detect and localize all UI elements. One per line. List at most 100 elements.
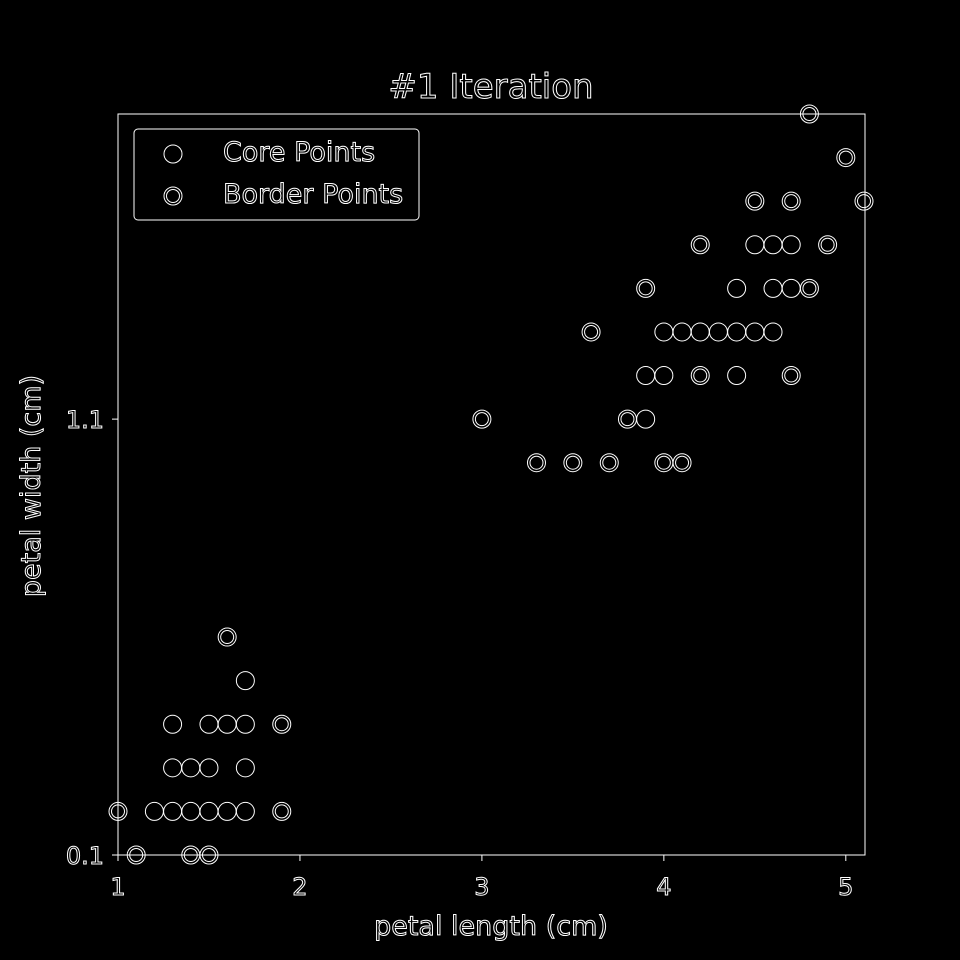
x-tick-label: 1 xyxy=(110,873,125,901)
point-outer-ring xyxy=(636,366,656,386)
legend-core-label: Core Points xyxy=(223,137,375,168)
border-point xyxy=(781,366,801,386)
border-point xyxy=(126,845,146,865)
x-tick-label: 5 xyxy=(838,873,853,901)
point-outer-ring xyxy=(727,278,747,298)
core-point xyxy=(199,758,219,778)
point-outer-ring xyxy=(672,453,692,473)
point-outer-ring xyxy=(144,801,164,821)
border-point xyxy=(818,235,838,255)
core-point xyxy=(672,322,692,342)
y-axis-label: petal width (cm) xyxy=(16,375,47,597)
point-outer-ring xyxy=(745,191,765,211)
core-point xyxy=(654,366,674,386)
core-point xyxy=(181,801,201,821)
core-point xyxy=(235,758,255,778)
point-inner-ring xyxy=(802,281,817,296)
border-point xyxy=(854,191,874,211)
x-axis-label: petal length (cm) xyxy=(374,911,608,942)
legend-border-marker-outer xyxy=(163,186,183,206)
point-outer-ring xyxy=(690,235,710,255)
point-outer-ring xyxy=(636,409,656,429)
core-point xyxy=(217,801,237,821)
point-outer-ring xyxy=(199,801,219,821)
point-outer-ring xyxy=(781,235,801,255)
core-point xyxy=(727,366,747,386)
point-outer-ring xyxy=(163,758,183,778)
core-point xyxy=(163,714,183,734)
core-point xyxy=(708,322,728,342)
core-point xyxy=(163,758,183,778)
border-point xyxy=(272,801,292,821)
legend: Core Points Border Points xyxy=(133,128,420,221)
core-point xyxy=(763,235,783,255)
border-point xyxy=(799,278,819,298)
point-inner-ring xyxy=(802,107,817,121)
point-outer-ring xyxy=(745,235,765,255)
border-point xyxy=(108,801,128,821)
point-outer-ring xyxy=(781,366,801,386)
border-point xyxy=(836,148,856,168)
point-outer-ring xyxy=(581,322,601,342)
point-outer-ring xyxy=(272,714,292,734)
point-outer-ring xyxy=(708,322,728,342)
point-outer-ring xyxy=(181,758,201,778)
point-outer-ring xyxy=(599,453,619,473)
core-point xyxy=(763,278,783,298)
point-outer-ring xyxy=(799,278,819,298)
core-point xyxy=(181,758,201,778)
point-inner-ring xyxy=(656,455,671,470)
core-point xyxy=(199,714,219,734)
core-point xyxy=(199,801,219,821)
core-point xyxy=(781,235,801,255)
legend-border-marker-inner xyxy=(166,189,180,203)
point-inner-ring xyxy=(183,848,198,862)
point-outer-ring xyxy=(727,366,747,386)
point-inner-ring xyxy=(693,237,708,252)
x-tick-label: 4 xyxy=(656,873,671,901)
core-point xyxy=(163,801,183,821)
core-point xyxy=(144,801,164,821)
y-tick-label: 1.1 xyxy=(66,406,104,434)
point-inner-ring xyxy=(638,281,653,296)
point-inner-ring xyxy=(857,194,871,209)
data-points xyxy=(108,104,874,865)
point-outer-ring xyxy=(763,322,783,342)
point-outer-ring xyxy=(690,366,710,386)
border-point xyxy=(799,104,819,124)
core-point xyxy=(636,409,656,429)
point-outer-ring xyxy=(654,366,674,386)
point-outer-ring xyxy=(654,322,674,342)
point-outer-ring xyxy=(181,801,201,821)
point-outer-ring xyxy=(672,322,692,342)
point-outer-ring xyxy=(272,801,292,821)
point-inner-ring xyxy=(675,455,690,470)
point-inner-ring xyxy=(620,412,635,427)
point-inner-ring xyxy=(584,324,599,339)
core-point xyxy=(727,278,747,298)
point-outer-ring xyxy=(235,801,255,821)
point-outer-ring xyxy=(472,409,492,429)
x-tick-label: 3 xyxy=(474,873,489,901)
point-inner-ring xyxy=(820,237,835,252)
point-inner-ring xyxy=(274,804,289,819)
core-point xyxy=(235,671,255,691)
core-point xyxy=(690,322,710,342)
border-point xyxy=(199,845,219,865)
core-point xyxy=(654,322,674,342)
core-point xyxy=(636,366,656,386)
border-point xyxy=(745,191,765,211)
point-outer-ring xyxy=(781,191,801,211)
core-point xyxy=(235,801,255,821)
core-point xyxy=(727,322,747,342)
border-point xyxy=(581,322,601,342)
point-outer-ring xyxy=(108,801,128,821)
border-point xyxy=(599,453,619,473)
x-tick-label: 2 xyxy=(292,873,307,901)
point-outer-ring xyxy=(799,104,819,124)
point-inner-ring xyxy=(129,848,144,862)
border-point xyxy=(272,714,292,734)
core-point xyxy=(745,235,765,255)
point-outer-ring xyxy=(163,714,183,734)
point-inner-ring xyxy=(747,194,762,209)
